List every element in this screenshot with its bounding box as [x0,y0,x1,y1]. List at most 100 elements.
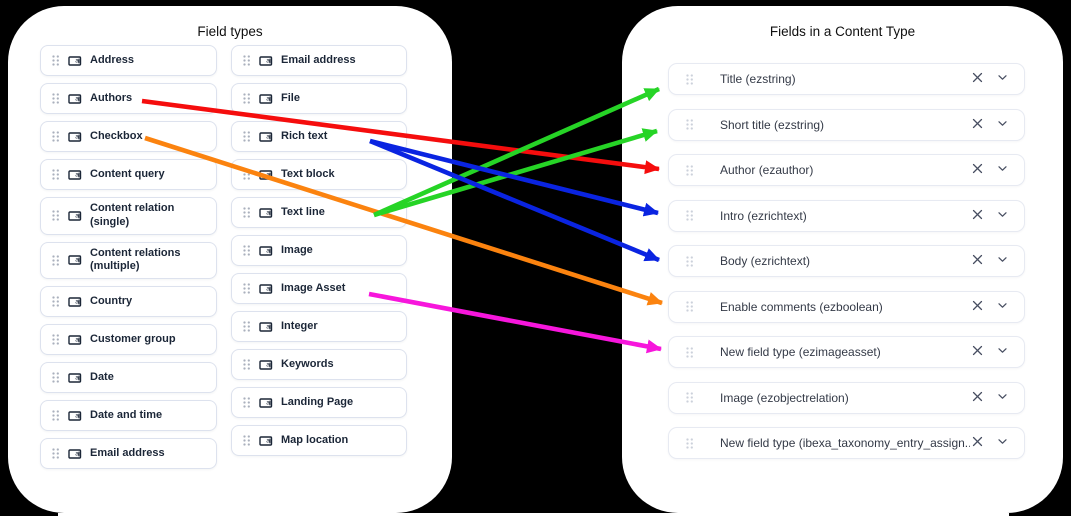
field-type-card[interactable]: a Integer [231,311,407,342]
field-type-icon: a [259,282,273,296]
svg-text:a: a [75,336,79,343]
drag-handle-icon[interactable] [51,209,60,222]
drag-handle-icon[interactable] [685,437,694,450]
drag-handle-icon[interactable] [51,371,60,384]
field-type-label: Text block [281,167,335,180]
drag-handle-icon[interactable] [685,391,694,404]
drag-handle-icon[interactable] [685,73,694,86]
drag-handle-icon[interactable] [685,164,694,177]
expand-field-button[interactable] [995,161,1010,179]
content-type-field-row[interactable]: New field type (ezimageasset) [668,336,1025,368]
drag-handle-icon[interactable] [51,447,60,460]
drag-handle-icon[interactable] [51,168,60,181]
remove-field-button[interactable] [970,343,985,361]
remove-field-button[interactable] [970,252,985,270]
content-type-field-row[interactable]: Body (ezrichtext) [668,245,1025,277]
remove-field-button[interactable] [970,70,985,88]
field-type-card[interactable]: a Keywords [231,349,407,380]
field-type-card[interactable]: a Content relation (single) [40,197,217,235]
close-icon [970,70,985,88]
expand-field-button[interactable] [995,116,1010,134]
field-type-label: Content relation (single) [90,202,175,228]
remove-field-button[interactable] [970,298,985,316]
remove-field-button[interactable] [970,161,985,179]
content-type-field-row[interactable]: Short title (ezstring) [668,108,1025,141]
drag-handle-icon[interactable] [242,130,251,143]
field-type-card[interactable]: a Date and time [40,400,217,431]
drag-handle-icon[interactable] [242,92,251,105]
expand-field-button[interactable] [995,207,1010,225]
drag-handle-icon[interactable] [242,358,251,371]
drag-handle-icon[interactable] [51,409,60,422]
field-type-icon: a [68,447,82,461]
chevron-down-icon [995,389,1010,407]
drag-handle-icon[interactable] [51,333,60,346]
content-type-field-row[interactable]: Intro (ezrichtext) [668,199,1025,232]
field-type-icon: a [259,54,273,68]
field-type-card[interactable]: a Rich text [231,121,407,152]
drag-handle-icon[interactable] [685,255,694,268]
drag-handle-icon[interactable] [685,346,694,359]
field-type-card[interactable]: a Image [231,235,407,266]
field-type-label: Map location [281,433,349,446]
expand-field-button[interactable] [995,252,1010,270]
svg-text:a: a [75,133,79,140]
drag-handle-icon[interactable] [242,244,251,257]
expand-field-button[interactable] [995,343,1010,361]
field-type-icon: a [259,92,273,106]
field-type-card[interactable]: a Checkbox [40,121,217,152]
drag-handle-icon[interactable] [51,295,60,308]
drag-handle-icon[interactable] [685,209,694,222]
content-type-field-row[interactable]: Image (ezobjectrelation) [668,381,1025,414]
field-type-card[interactable]: a Content relations (multiple) [40,241,217,279]
content-type-field-row[interactable]: Title (ezstring) [668,63,1025,95]
remove-field-button[interactable] [970,207,985,225]
field-type-card[interactable]: a Country [40,286,217,317]
remove-field-button[interactable] [970,434,985,452]
drag-handle-icon[interactable] [51,254,60,267]
drag-handle-icon[interactable] [242,206,251,219]
chevron-down-icon [995,70,1010,88]
field-type-card[interactable]: a Address [40,45,217,76]
field-type-label: Rich text [281,129,328,142]
drag-handle-icon[interactable] [242,320,251,333]
chevron-down-icon [995,252,1010,270]
field-type-card[interactable]: a Landing Page [231,387,407,418]
remove-field-button[interactable] [970,389,985,407]
content-type-field-row[interactable]: Author (ezauthor) [668,154,1025,186]
drag-handle-icon[interactable] [242,54,251,67]
drag-handle-icon[interactable] [51,130,60,143]
chevron-down-icon [995,116,1010,134]
expand-field-button[interactable] [995,389,1010,407]
field-type-card[interactable]: a Text line [231,197,407,228]
field-type-card[interactable]: a File [231,83,407,114]
drag-handle-icon[interactable] [242,282,251,295]
field-type-card[interactable]: a Email address [231,45,407,76]
remove-field-button[interactable] [970,116,985,134]
drag-handle-icon[interactable] [242,396,251,409]
field-type-card[interactable]: a Customer group [40,324,217,355]
drag-handle-icon[interactable] [51,92,60,105]
svg-text:a: a [266,361,270,368]
field-type-icon: a [68,92,82,106]
field-type-card[interactable]: a Email address [40,438,217,469]
expand-field-button[interactable] [995,70,1010,88]
drag-handle-icon[interactable] [242,168,251,181]
drag-handle-icon[interactable] [685,300,694,313]
field-type-icon: a [68,371,82,385]
field-type-card[interactable]: a Image Asset [231,273,407,304]
content-type-field-row[interactable]: Enable comments (ezboolean) [668,290,1025,323]
field-type-card[interactable]: a Content query [40,159,217,190]
field-type-card[interactable]: a Date [40,362,217,393]
field-type-card[interactable]: a Text block [231,159,407,190]
expand-field-button[interactable] [995,434,1010,452]
field-type-icon: a [68,54,82,68]
drag-handle-icon[interactable] [685,118,694,131]
drag-handle-icon[interactable] [242,434,251,447]
content-type-field-row[interactable]: New field type (ibexa_taxonomy_entry_ass… [668,427,1025,459]
field-type-card[interactable]: a Authors [40,83,217,114]
drag-handle-icon[interactable] [51,54,60,67]
svg-text:a: a [75,298,79,305]
expand-field-button[interactable] [995,298,1010,316]
field-type-card[interactable]: a Map location [231,425,407,456]
